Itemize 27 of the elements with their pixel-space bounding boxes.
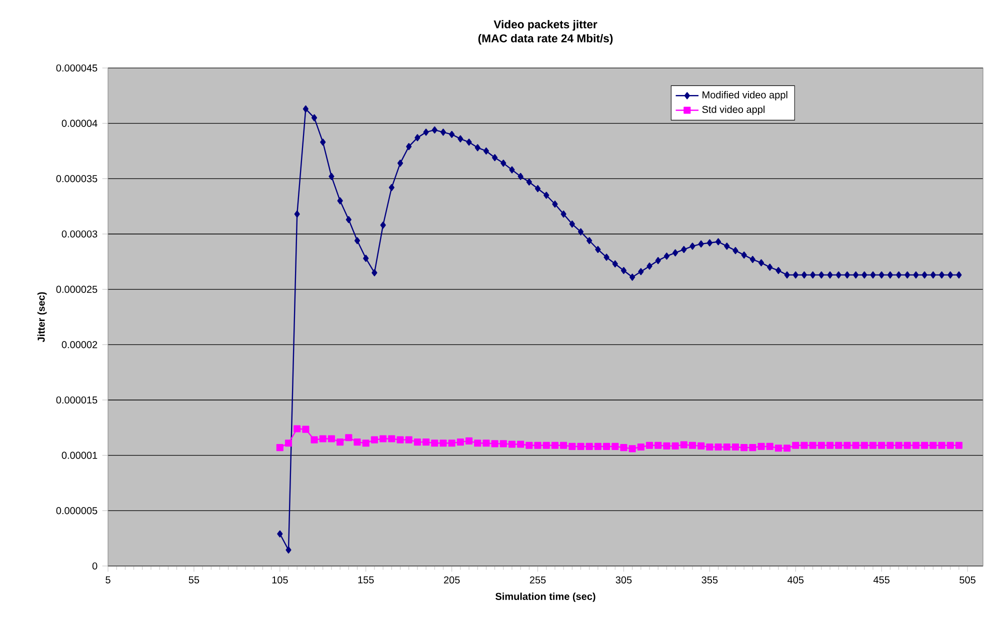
y-tick-label: 0 bbox=[92, 562, 98, 570]
x-tick-label: 455 bbox=[873, 576, 890, 584]
y-tick-label: 0.000005 bbox=[56, 507, 98, 514]
y-tick-label: 0.00001 bbox=[62, 452, 98, 459]
x-tick-label: 355 bbox=[702, 576, 718, 584]
legend-label: Std video appl bbox=[702, 106, 764, 115]
y-tick-label: 0.00003 bbox=[62, 230, 98, 238]
x-tick-label: 405 bbox=[788, 576, 804, 584]
x-tick-label: 205 bbox=[444, 576, 460, 584]
y-axis-title: Jitter (sec) bbox=[37, 292, 47, 342]
x-tick-label: 255 bbox=[530, 576, 546, 584]
y-tick-label: 0.000015 bbox=[56, 396, 98, 404]
y-tick-label: 0.00002 bbox=[62, 341, 98, 348]
x-tick-label: 505 bbox=[960, 576, 976, 584]
x-tick-label: 55 bbox=[188, 576, 200, 584]
y-tick-label: 0.000045 bbox=[56, 64, 98, 72]
x-tick-label: 5 bbox=[106, 576, 110, 584]
x-tick-label: 155 bbox=[358, 576, 374, 584]
chart-title: Video packets jitter bbox=[494, 20, 598, 31]
chart-subtitle: (MAC data rate 24 Mbit/s) bbox=[478, 34, 613, 45]
y-tick-label: 0.00004 bbox=[62, 120, 98, 127]
x-tick-label: 305 bbox=[616, 576, 632, 584]
x-axis-title: Simulation time (sec) bbox=[496, 592, 596, 602]
legend-label: Modified video appl bbox=[702, 91, 788, 100]
y-tick-label: 0.000035 bbox=[56, 175, 98, 182]
x-tick-label: 105 bbox=[272, 576, 288, 584]
y-tick-label: 0.000025 bbox=[56, 286, 98, 293]
